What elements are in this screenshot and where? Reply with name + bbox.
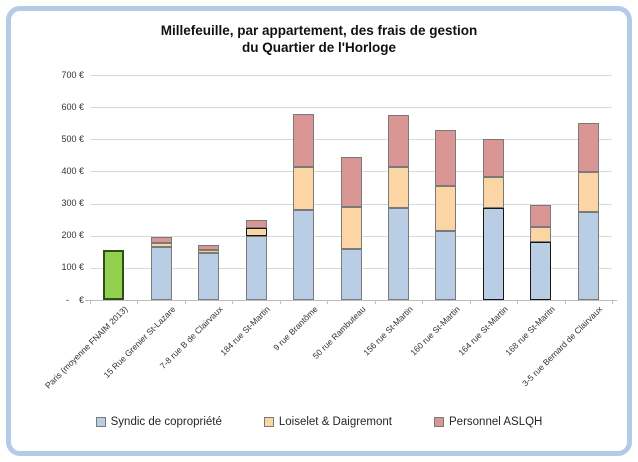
- bar-stack: [387, 115, 409, 300]
- bar-segment: [103, 250, 125, 300]
- legend-item: Syndic de copropriété: [95, 416, 222, 428]
- bar-segment: [293, 113, 315, 167]
- x-axis-tick: [327, 300, 329, 304]
- bar-segment: [530, 226, 552, 243]
- legend-swatch: [434, 417, 445, 427]
- bar-segment: [482, 208, 504, 300]
- bar-segment: [387, 208, 409, 300]
- bar-segment: [387, 115, 409, 167]
- x-axis-tick: [517, 300, 519, 304]
- bar-segment: [577, 211, 599, 300]
- legend-label: Personnel ASLQH: [449, 416, 543, 428]
- bar-segment: [245, 227, 267, 236]
- bar-segment: [435, 185, 457, 231]
- bar-segment: [530, 205, 552, 227]
- bar-segment: [435, 129, 457, 186]
- x-axis-tick: [90, 300, 91, 304]
- bar-segment: [150, 246, 172, 300]
- legend: Syndic de copropriété Loiselet & Daigremo…: [0, 416, 638, 428]
- gridline: [90, 75, 612, 76]
- bar-segment: [293, 166, 315, 210]
- chart-frame: [6, 6, 632, 456]
- bar-stack: [293, 113, 315, 300]
- chart-title-line1: Millefeuille, par appartement, des frais…: [160, 23, 478, 38]
- bar-stack: [435, 129, 457, 300]
- x-axis-tick: [137, 300, 139, 304]
- chart-title-line2: du Quartier de l'Horloge: [242, 40, 396, 55]
- legend-label: Syndic de copropriété: [110, 416, 222, 428]
- legend-swatch: [263, 417, 274, 427]
- x-axis-labels: Paris (moyenne FNAIM 2013) 15 Rue Grenier…: [43, 304, 612, 404]
- x-category-label-text: 184 rue St-Martin: [218, 304, 273, 358]
- x-axis-line: [85, 300, 617, 301]
- y-tick-label: 100 €: [61, 262, 84, 273]
- bar-segment: [340, 156, 362, 207]
- bar-stack: [530, 205, 552, 300]
- gridline: [90, 107, 612, 109]
- bar-segment: [340, 248, 362, 300]
- x-axis-tick: [374, 300, 376, 304]
- x-axis-tick: [422, 300, 424, 304]
- legend-item: Loiselet & Daigremont: [263, 416, 393, 428]
- gridline: [90, 139, 612, 141]
- x-axis-tick: [184, 300, 186, 304]
- x-axis-tick: [564, 300, 566, 304]
- legend-label: Loiselet & Daigremont: [278, 416, 393, 428]
- x-axis-tick: [469, 300, 471, 304]
- y-tick-label: 600 €: [61, 101, 84, 112]
- bar-segment: [198, 244, 220, 250]
- bar-segment: [150, 242, 172, 247]
- x-axis-tick: [279, 300, 281, 304]
- x-category-label-text: 164 rue St-Martin: [455, 304, 510, 358]
- y-tick-label: 300 €: [61, 198, 84, 209]
- legend-item: Personnel ASLQH: [434, 416, 542, 428]
- x-category-label-text: 156 rue St-Martin: [361, 304, 415, 358]
- bar-segment: [198, 249, 220, 254]
- bar-stack: [245, 219, 267, 300]
- y-tick-label: 400 €: [61, 165, 84, 176]
- x-axis-tick: [232, 300, 234, 304]
- x-category-label-text: 50 rue Rambuteau: [310, 304, 368, 361]
- y-tick-label: 200 €: [61, 230, 84, 241]
- bar-stack: [482, 138, 504, 300]
- bar-segment: [245, 235, 267, 300]
- bar-stack: [150, 237, 172, 300]
- bar-stack: [577, 122, 599, 300]
- bar-segment: [435, 230, 457, 300]
- bar-segment: [198, 253, 220, 300]
- x-category-label-text: 168 rue St-Maritn: [503, 304, 557, 358]
- x-category-label-text: 160 rue St-Martin: [408, 304, 462, 358]
- bar-segment: [530, 242, 552, 300]
- bar-stack: [198, 244, 220, 300]
- y-axis-labels: - € 100 € 200 € 300 € 400 € 500 € 600 € 700 €: [0, 0, 84, 462]
- y-tick-label: 700 €: [61, 69, 84, 80]
- bar-segment: [577, 122, 599, 173]
- bar-segment: [482, 138, 504, 177]
- bar-segment: [577, 172, 599, 212]
- bar-segment: [387, 166, 409, 209]
- chart-title: Millefeuille, par appartement, des frais…: [0, 22, 638, 56]
- y-tick-label: 500 €: [61, 133, 84, 144]
- x-category-label-text: 9 rue Brantôme: [271, 304, 320, 353]
- y-tick-label: - €: [65, 294, 84, 305]
- bar-segment: [245, 219, 267, 228]
- plot-area: [85, 75, 617, 304]
- bar-segment: [340, 206, 362, 249]
- bar-segment: [482, 176, 504, 209]
- bar-segment: [293, 210, 315, 300]
- legend-swatch: [95, 417, 106, 427]
- bar-stack: [340, 156, 362, 300]
- x-category-label-text: 3-5 rue Bernard de Clairvaux: [520, 304, 605, 389]
- x-axis-tick: [612, 300, 613, 304]
- bar-stack: [103, 250, 125, 300]
- bar-segment: [150, 237, 172, 243]
